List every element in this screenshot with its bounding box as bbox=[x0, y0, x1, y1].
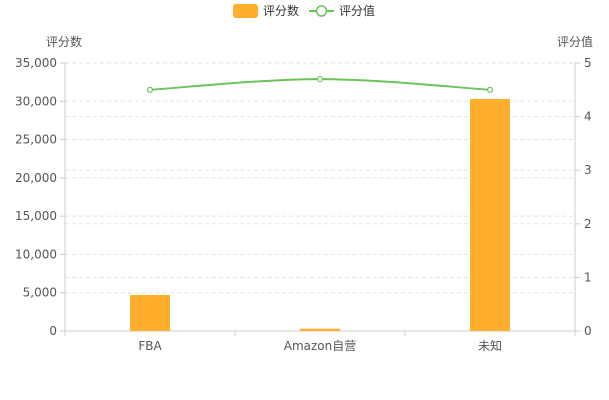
y-right-tick-label: 5 bbox=[584, 56, 592, 70]
x-axis: FBA Amazon自营 未知 bbox=[64, 330, 576, 353]
x-tick-label: 未知 bbox=[478, 339, 502, 353]
x-tick-label: Amazon自营 bbox=[284, 339, 357, 353]
y-right-tick-label: 0 bbox=[584, 324, 592, 338]
y-left-tick-label: 5,000 bbox=[23, 286, 57, 300]
y-axis-left-title: 评分数 bbox=[46, 34, 82, 49]
bar-0[interactable] bbox=[130, 295, 170, 331]
line-point-2[interactable] bbox=[486, 86, 494, 93]
line-series[interactable] bbox=[146, 75, 494, 93]
legend[interactable]: 评分数 评分值 bbox=[233, 3, 375, 18]
line-point-1[interactable] bbox=[316, 75, 324, 83]
y-axis-left: 0 5,000 10,000 15,000 20,000 25,000 30,000 35,0… bbox=[15, 56, 66, 338]
bar-2[interactable] bbox=[470, 98, 510, 331]
legend-label-bar: 评分数 bbox=[263, 3, 299, 18]
y-axis-right: 0 1 2 3 4 5 bbox=[574, 56, 592, 338]
bar-series[interactable] bbox=[130, 98, 510, 331]
y-axis-right-title: 评分值 bbox=[557, 34, 593, 49]
grid-lines bbox=[65, 62, 575, 294]
legend-line-marker-icon bbox=[315, 5, 328, 17]
legend-swatch-bar bbox=[233, 4, 258, 18]
x-tick-label: FBA bbox=[138, 339, 162, 353]
y-right-tick-label: 2 bbox=[584, 217, 592, 231]
y-right-tick-label: 4 bbox=[584, 110, 592, 124]
y-left-tick-label: 15,000 bbox=[15, 209, 57, 223]
legend-label-line: 评分值 bbox=[339, 3, 375, 18]
y-right-tick-label: 1 bbox=[584, 270, 592, 284]
y-left-tick-label: 25,000 bbox=[15, 133, 57, 147]
y-left-tick-label: 35,000 bbox=[15, 56, 57, 70]
y-left-tick-label: 10,000 bbox=[15, 247, 57, 261]
y-left-tick-label: 30,000 bbox=[15, 94, 57, 108]
y-left-tick-label: 0 bbox=[49, 324, 57, 338]
y-left-tick-label: 20,000 bbox=[15, 171, 57, 185]
y-right-tick-label: 3 bbox=[584, 163, 592, 177]
bar-1[interactable] bbox=[300, 328, 340, 331]
line-point-0[interactable] bbox=[146, 86, 154, 93]
